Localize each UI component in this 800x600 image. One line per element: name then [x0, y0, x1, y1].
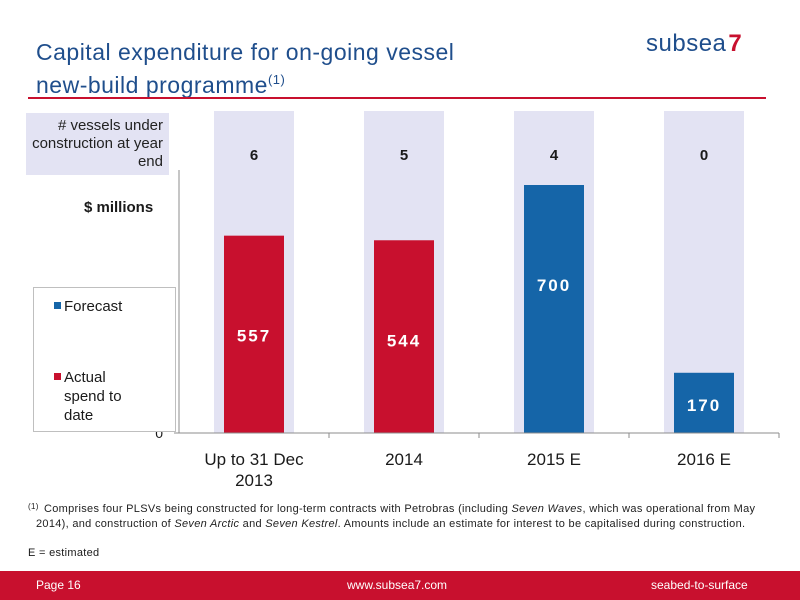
- title-line-2: new-build programme: [36, 72, 268, 98]
- bar-value-label: 170: [687, 396, 721, 415]
- bar-1: [374, 240, 434, 433]
- title-footnote-ref: (1): [267, 72, 286, 87]
- footnote-index: (1): [28, 502, 39, 511]
- footnote-text-3: and: [239, 518, 266, 530]
- x-tick-label: 2013: [235, 471, 273, 490]
- page-title: Capital expenditure for on-going vessel …: [36, 38, 454, 99]
- x-tick-label: 2016 E: [677, 450, 731, 469]
- chart-legend: Forecast Actual spend to date: [33, 287, 176, 432]
- footer-url: www.subsea7.com: [347, 578, 448, 592]
- bar-0: [224, 235, 284, 433]
- vessel-count: 6: [250, 147, 258, 164]
- page-number: Page 16: [36, 578, 81, 592]
- vessel-count: 0: [700, 147, 708, 164]
- x-tick-label: Up to 31 Dec: [204, 450, 304, 469]
- y-axis-units-label: $ millions: [84, 199, 154, 216]
- legend-item-forecast: Forecast: [54, 297, 144, 316]
- footnote-vessel-3: Seven Kestrel: [265, 518, 338, 530]
- bar-value-label: 544: [387, 331, 421, 350]
- footer-bar: Page 16 www.subsea7.com seabed-to-surfac…: [0, 571, 800, 600]
- vessel-count: 4: [550, 147, 559, 164]
- bar-3: [674, 372, 734, 433]
- legend-swatch-actual: [54, 373, 61, 380]
- footnote-text-1: Comprises four PLSVs being constructed f…: [44, 503, 512, 515]
- logo-number: 7: [728, 30, 743, 57]
- footnote-text-2: , which was operational from May 2014), …: [36, 503, 756, 530]
- estimated-note: E = estimated: [28, 547, 100, 559]
- y-tick-label: 0: [155, 425, 163, 441]
- footnote-text-4: . Amounts include an estimate for intere…: [337, 518, 746, 530]
- vessels-under-construction-label: # vessels under construction at year end: [26, 113, 169, 175]
- footnote: (1) Comprises four PLSVs being construct…: [28, 502, 758, 532]
- legend-swatch-forecast: [54, 302, 61, 309]
- bar-2: [524, 185, 584, 433]
- vessel-count: 5: [400, 147, 408, 164]
- logo-word: subsea: [646, 30, 727, 57]
- legend-item-actual: Actual spend to date: [54, 368, 144, 425]
- legend-label-actual: Actual spend to date: [64, 369, 122, 424]
- x-tick-label: 2014: [385, 450, 423, 469]
- title-line-1: Capital expenditure for on-going vessel: [36, 39, 455, 65]
- footer-tagline: seabed-to-surface: [651, 578, 748, 592]
- x-tick-label: 2015 E: [527, 450, 581, 469]
- subsea7-logo: subsea7: [646, 30, 742, 58]
- title-divider: [28, 97, 766, 99]
- footnote-text: Comprises four PLSVs being constructed f…: [28, 502, 758, 532]
- legend-label-forecast: Forecast: [64, 298, 123, 315]
- footnote-vessel-2: Seven Arctic: [174, 518, 240, 530]
- footnote-vessel-1: Seven Waves: [511, 503, 583, 515]
- bar-value-label: 557: [237, 327, 271, 346]
- bar-value-label: 700: [537, 276, 571, 295]
